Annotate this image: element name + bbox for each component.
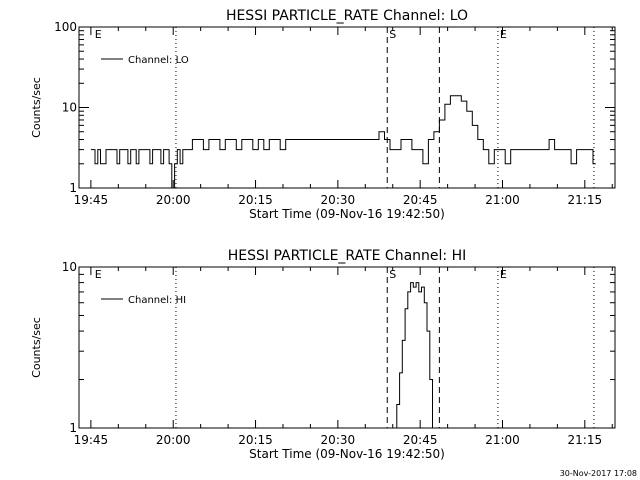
x-tick-label: 20:15: [238, 433, 273, 447]
legend-label: Channel: LO: [128, 55, 189, 66]
y-tick-label: 1: [69, 181, 77, 195]
x-tick-label: 20:45: [403, 193, 438, 207]
x-tick-label: 20:00: [156, 433, 191, 447]
series-line: [90, 95, 596, 189]
event-marker-label: E: [95, 28, 102, 41]
x-tick-label: 20:15: [238, 193, 273, 207]
event-marker-label: E: [95, 268, 102, 281]
series-line: [395, 282, 434, 429]
x-tick-label: 19:45: [74, 433, 109, 447]
y-tick-label: 100: [54, 20, 77, 34]
x-tick-label: 21:00: [485, 433, 520, 447]
y-axis-label: Counts/sec: [30, 77, 43, 138]
x-tick-label: 20:00: [156, 193, 191, 207]
x-tick-label: 19:45: [74, 193, 109, 207]
chart-title: HESSI PARTICLE_RATE Channel: LO: [226, 8, 468, 24]
event-marker-label: S: [389, 268, 396, 281]
legend-label: Channel: HI: [128, 295, 186, 306]
footer-timestamp: 30-Nov-2017 17:08: [560, 469, 637, 478]
x-tick-label: 21:00: [485, 193, 520, 207]
plot-frame: [78, 26, 616, 189]
event-marker-label: E: [500, 28, 507, 41]
event-marker-label: S: [389, 28, 396, 41]
y-tick-label: 1: [69, 421, 77, 435]
x-tick-label: 20:30: [321, 193, 356, 207]
x-tick-label: 21:15: [568, 193, 603, 207]
y-axis-label: Counts/sec: [30, 317, 43, 378]
plot-frame: [78, 266, 616, 429]
x-tick-label: 20:30: [321, 433, 356, 447]
x-axis-label: Start Time (09-Nov-16 19:42:50): [249, 207, 445, 221]
x-tick-label: 21:15: [568, 433, 603, 447]
y-tick-label: 10: [62, 260, 77, 274]
x-axis-label: Start Time (09-Nov-16 19:42:50): [249, 447, 445, 461]
x-tick-label: 20:45: [403, 433, 438, 447]
chart-title: HESSI PARTICLE_RATE Channel: HI: [228, 248, 466, 264]
event-marker-label: E: [500, 268, 507, 281]
y-tick-label: 10: [62, 101, 77, 115]
